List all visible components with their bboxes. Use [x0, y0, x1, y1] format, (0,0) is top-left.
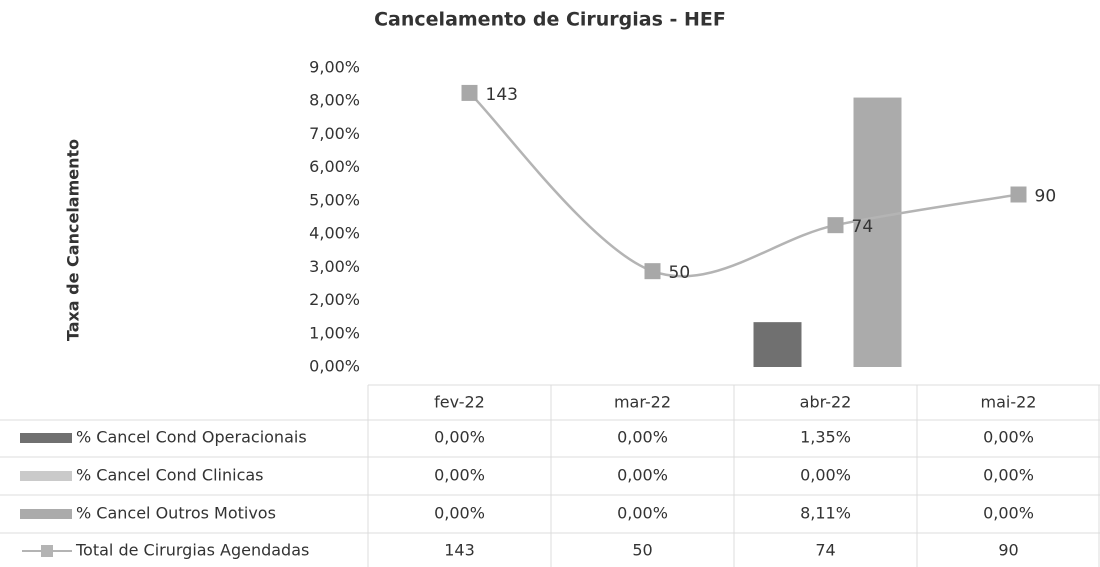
table-cell: 0,00% — [800, 466, 851, 485]
x-tick-label: mar-22 — [614, 393, 671, 412]
data-label: 143 — [486, 85, 518, 105]
y-tick-label: 4,00% — [309, 224, 360, 243]
table-cell: 0,00% — [434, 504, 485, 523]
y-tick-label: 9,00% — [309, 58, 360, 77]
y-axis-label: Taxa de Cancelamento — [64, 139, 83, 341]
y-tick-label: 8,00% — [309, 91, 360, 110]
y-tick-label: 7,00% — [309, 124, 360, 143]
chart-title: Cancelamento de Cirurgias - HEF — [374, 9, 726, 31]
table-cell: 1,35% — [800, 428, 851, 447]
legend-label: % Cancel Cond Operacionais — [76, 428, 307, 447]
table-cell: 0,00% — [617, 504, 668, 523]
line-marker — [644, 263, 661, 280]
table-cell: 0,00% — [434, 428, 485, 447]
table-cell: 90 — [998, 541, 1018, 560]
legend-label: % Cancel Cond Clinicas — [76, 466, 264, 485]
data-label: 74 — [852, 217, 874, 237]
legend-label: Total de Cirurgias Agendadas — [75, 541, 309, 560]
table-cell: 74 — [815, 541, 835, 560]
table-cell: 0,00% — [617, 466, 668, 485]
table-cell: 0,00% — [617, 428, 668, 447]
line-marker — [1010, 186, 1027, 203]
line-marker — [827, 217, 844, 234]
table-cell: 0,00% — [983, 428, 1034, 447]
legend-swatch — [20, 471, 72, 481]
y-tick-label: 0,00% — [309, 357, 360, 376]
x-tick-label: abr-22 — [800, 393, 852, 412]
data-label: 90 — [1035, 187, 1057, 207]
table-cell: 0,00% — [983, 504, 1034, 523]
legend-label: % Cancel Outros Motivos — [76, 504, 276, 523]
x-tick-label: mai-22 — [981, 393, 1037, 412]
bar — [753, 322, 802, 367]
line-marker — [461, 84, 478, 101]
table-cell: 0,00% — [434, 466, 485, 485]
bar — [853, 97, 902, 367]
line — [468, 92, 1019, 278]
y-tick-label: 2,00% — [309, 290, 360, 309]
y-tick-label: 6,00% — [309, 157, 360, 176]
table-cell: 0,00% — [983, 466, 1034, 485]
table-cell: 143 — [444, 541, 475, 560]
y-tick-label: 1,00% — [309, 323, 360, 342]
legend-swatch — [20, 509, 72, 519]
table-cell: 50 — [632, 541, 652, 560]
legend-marker — [41, 545, 53, 557]
data-label: 50 — [669, 263, 691, 283]
x-tick-label: fev-22 — [434, 393, 485, 412]
y-tick-label: 3,00% — [309, 257, 360, 276]
legend-swatch — [20, 433, 72, 443]
table-cell: 8,11% — [800, 504, 851, 523]
y-tick-label: 5,00% — [309, 190, 360, 209]
